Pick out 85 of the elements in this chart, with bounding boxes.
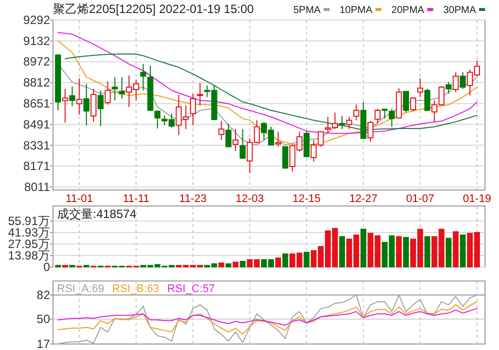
candlestick: [452, 72, 459, 93]
candlestick: [346, 116, 352, 130]
candlestick: [382, 108, 388, 120]
candlestick: [232, 128, 239, 152]
text: RSI_C:57: [167, 283, 215, 295]
candlestick: [339, 115, 346, 130]
candlestick: [353, 104, 360, 121]
bar: [424, 236, 430, 268]
x-tick-label: 12-27: [349, 193, 378, 205]
y-tick-label: 0: [43, 260, 50, 274]
candlestick: [460, 72, 466, 90]
bar: [360, 228, 366, 268]
bar: [339, 236, 345, 268]
x-tick-label: 01-07: [406, 193, 434, 205]
x-tick-label: 11-23: [179, 193, 207, 205]
bar: [218, 262, 224, 268]
legend-label: 20PMA: [391, 5, 425, 16]
x-tick-label: 01-19: [462, 193, 492, 205]
line-series: [58, 301, 478, 335]
candlestick: [69, 86, 76, 107]
bar: [403, 236, 409, 268]
candlestick: [424, 88, 430, 112]
candlestick: [218, 120, 224, 141]
bar: [460, 234, 466, 268]
candlestick: [118, 76, 125, 100]
candlestick: [367, 120, 374, 142]
candlestick: [282, 146, 288, 169]
candlestick: [374, 108, 381, 124]
x-tick-label: 12-03: [236, 193, 264, 205]
bar: [452, 231, 459, 268]
chart-title: 聚乙烯2205[12205] 2022-01-19 15:00: [53, 2, 254, 16]
y-tick-label: 8171: [23, 159, 50, 174]
y-tick-label: 8651: [23, 96, 50, 111]
candlestick: [275, 131, 282, 148]
x-tick-label: 11-01: [66, 193, 93, 205]
y-tick-label: 8812: [23, 76, 50, 90]
bar: [304, 252, 310, 268]
bar: [446, 238, 452, 268]
y-tick-label: 8331: [23, 138, 50, 152]
y-tick-label: 8491: [23, 117, 50, 132]
candlestick: [140, 64, 146, 91]
candlestick: [225, 123, 232, 148]
y-tick-label: 8972: [23, 54, 50, 69]
bar: [275, 258, 282, 268]
candlestick: [154, 110, 160, 129]
candlestick: [240, 128, 246, 159]
candlestick: [190, 93, 196, 126]
candlestick: [304, 130, 310, 158]
bar: [232, 262, 238, 268]
candlestick: [417, 78, 424, 98]
y-tick-label: 50: [36, 312, 50, 326]
y-tick-label: 27.95万: [8, 237, 50, 252]
x-tick-label: 11-11: [122, 193, 150, 205]
candlestick: [112, 76, 118, 101]
candlestick: [402, 90, 409, 114]
y-tick-label: 9292: [23, 13, 50, 27]
candlestick: [83, 83, 90, 126]
y-tick-label: 13.98万: [8, 248, 50, 262]
y-tick-label: 82: [36, 288, 50, 302]
candlestick: [76, 78, 82, 116]
legend-label: 5PMA: [293, 5, 321, 16]
bar: [282, 253, 288, 268]
text: RSI_B:63: [112, 283, 160, 295]
legend-label: 30PMA: [443, 5, 476, 16]
candlestick: [410, 96, 416, 112]
chart-title: 成交量:418574: [57, 207, 137, 221]
candlestick: [104, 81, 111, 106]
bar: [240, 260, 246, 268]
candlestick: [90, 88, 97, 122]
y-tick-label: 41.93万: [8, 226, 50, 240]
bar: [226, 263, 232, 268]
bar: [396, 236, 402, 268]
y-tick-label: 8011: [24, 180, 50, 194]
candlestick: [98, 90, 104, 127]
candlestick: [446, 82, 452, 94]
x-tick-label: 12-15: [292, 193, 321, 205]
candlestick: [62, 88, 68, 123]
y-tick-label: 17: [36, 337, 50, 350]
y-tick-label: 55.91万: [8, 214, 50, 228]
text: RSI_A:69: [57, 283, 104, 295]
legend-label: 10PMA: [340, 5, 373, 16]
candlestick: [388, 108, 395, 128]
line-series: [58, 308, 478, 326]
candlestick: [197, 82, 204, 106]
y-tick-label: 9132: [23, 34, 50, 48]
